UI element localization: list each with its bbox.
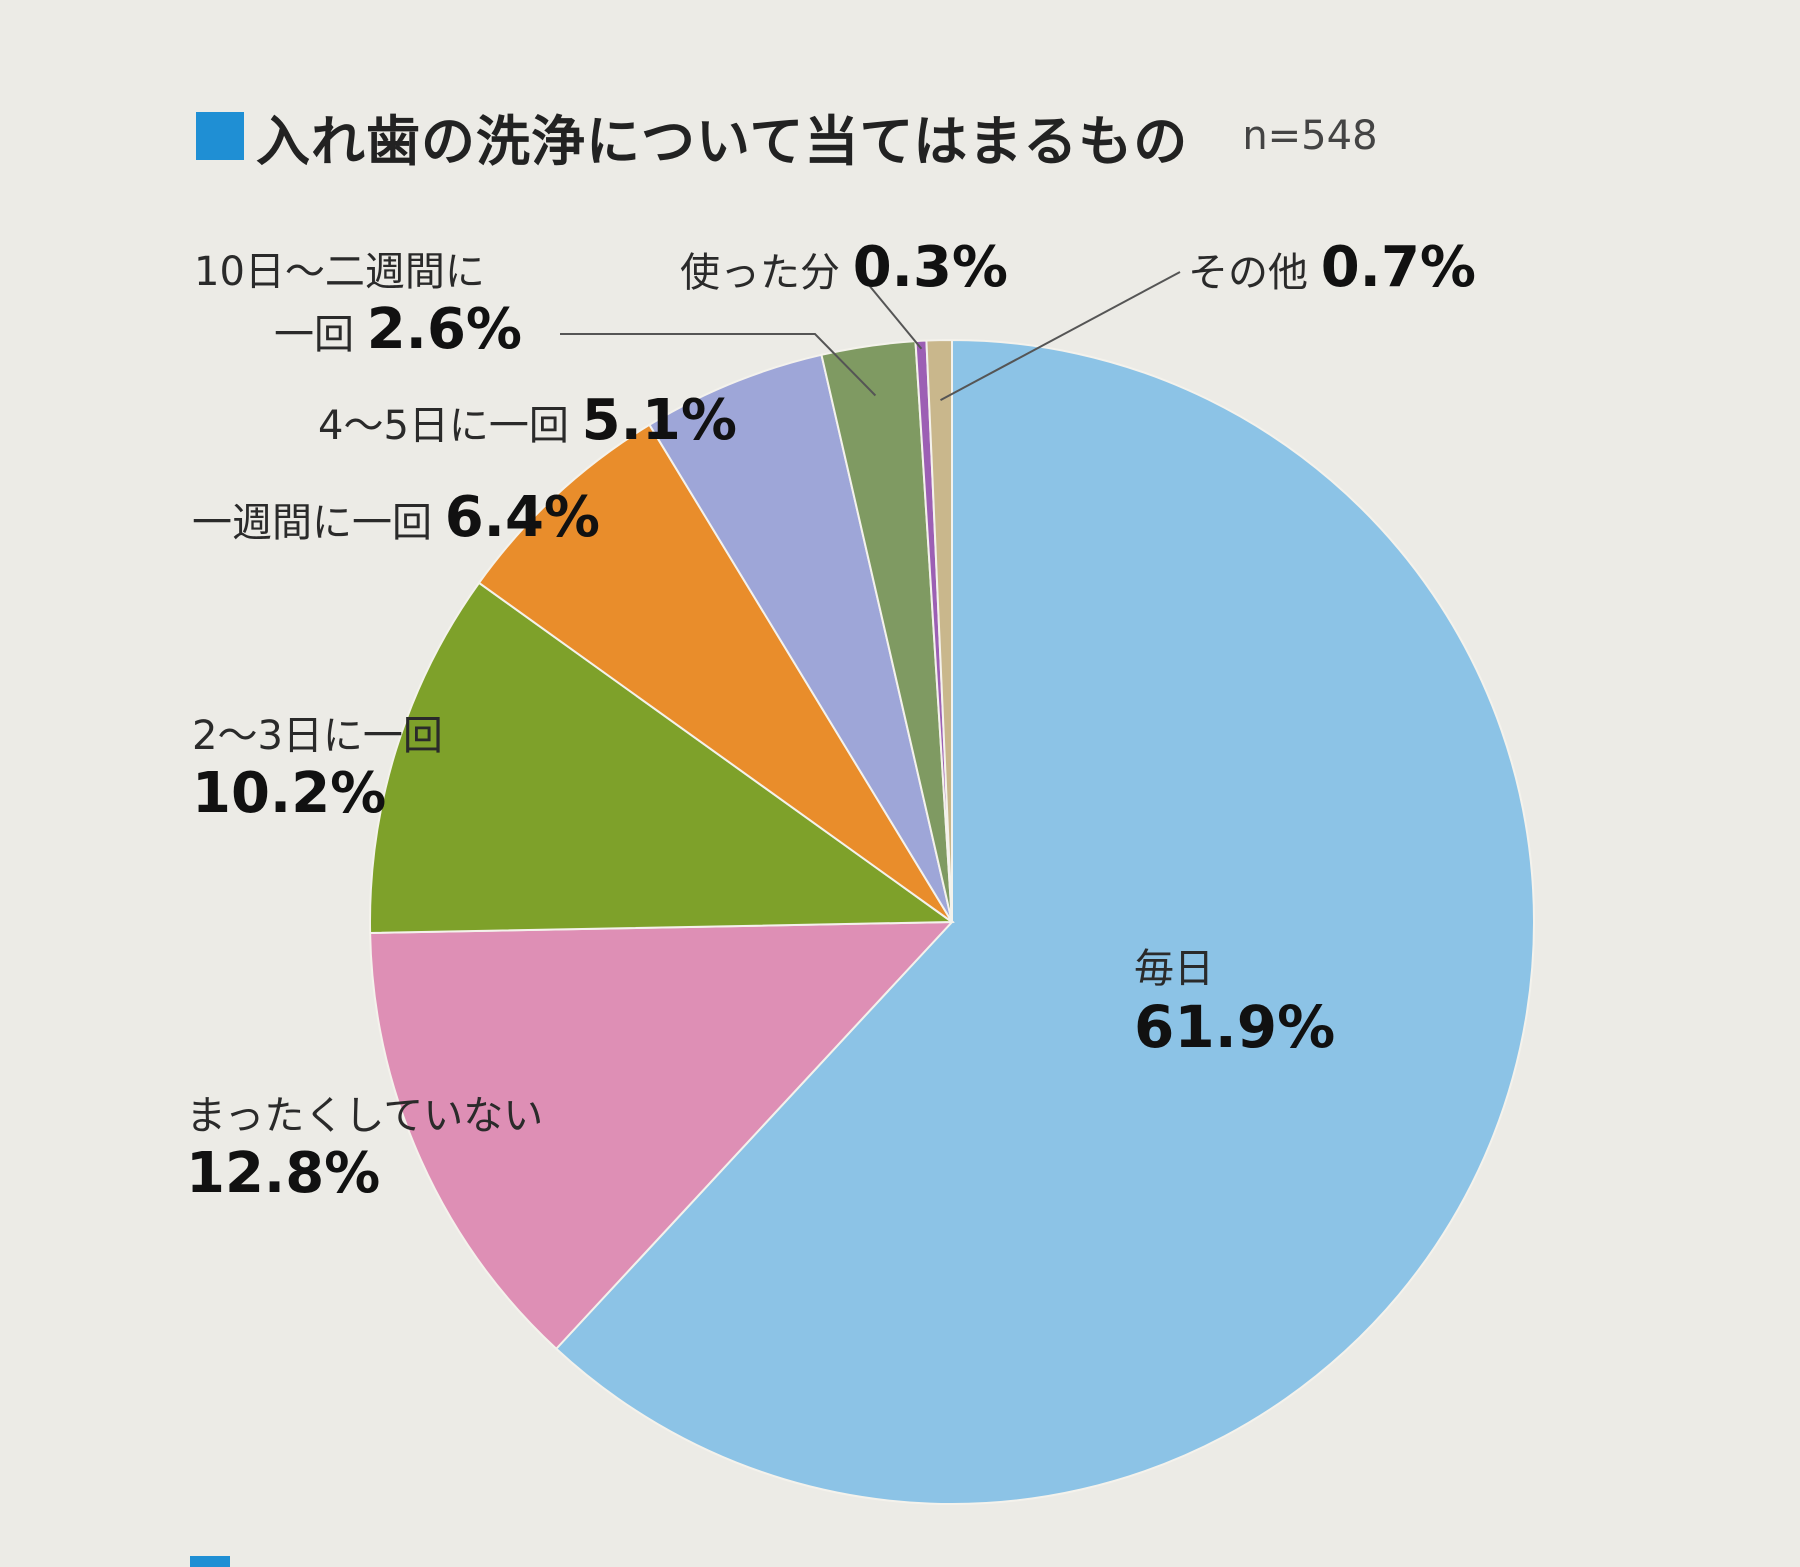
slice-value-weekly: 6.4% [444,485,601,550]
slice-label-daily: 毎日 61.9% [1134,945,1335,1063]
title-square-icon [196,112,244,160]
pie-slice-other [925,338,953,923]
chart-title: 入れ歯の洗浄について当てはまるもの [256,109,1189,173]
slice-name-used-amount: 使った分 [680,250,840,296]
slice-name-10days-2weeks-line1: 10日～二週間に [194,249,485,295]
slice-value-never: 12.8% [186,1141,381,1206]
slice-label-2-3-days: 2～3日に一回 10.2% [192,712,443,827]
slice-value-4-5-days: 5.1% [581,388,737,453]
slice-label-other: その他 0.7% [1188,234,1476,301]
slice-name-weekly: 一週間に一回 [192,500,432,546]
chart-title-row: 入れ歯の洗浄について当てはまるもの n=548 [196,96,1378,176]
slice-label-never: まったくしていない 12.8% [186,1092,543,1207]
slice-label-4-5-days: 4～5日に一回 5.1% [318,387,737,454]
slice-label-used-amount: 使った分 0.3% [680,234,1008,301]
slice-name-10days-2weeks-line2: 一回 [274,312,354,358]
slice-label-10days-2weeks-row2: 一回 2.6% [194,296,522,363]
sample-size: n=548 [1242,113,1378,159]
slice-value-other: 0.7% [1320,235,1477,300]
pie-slice-weekly [477,423,953,923]
slice-label-10days-2weeks: 10日～二週間に 一回 2.6% [194,248,522,363]
slice-label-weekly: 一週間に一回 6.4% [192,484,600,551]
slice-value-used-amount: 0.3% [852,235,1009,300]
slice-value-daily: 61.9% [1134,993,1336,1061]
pie-slice-2-3-days [369,581,956,934]
slice-name-daily: 毎日 [1134,946,1214,992]
leader-line-10days-2weeks [560,333,877,397]
slice-value-2-3-days: 10.2% [192,761,387,826]
slice-name-4-5-days: 4～5日に一回 [318,403,569,449]
leader-line-used-amount [867,283,923,350]
leader-line-other [940,271,1181,401]
next-section-marker [190,1556,230,1567]
slice-name-2-3-days: 2～3日に一回 [192,713,443,759]
slice-name-never: まったくしていない [186,1093,544,1139]
pie-slice-never [369,920,955,1351]
slice-name-other: その他 [1188,250,1308,296]
pie-slice-daily [554,338,1535,1505]
slice-value-10days-2weeks: 2.6% [366,297,523,362]
pie-slice-4-5-days [648,353,953,923]
